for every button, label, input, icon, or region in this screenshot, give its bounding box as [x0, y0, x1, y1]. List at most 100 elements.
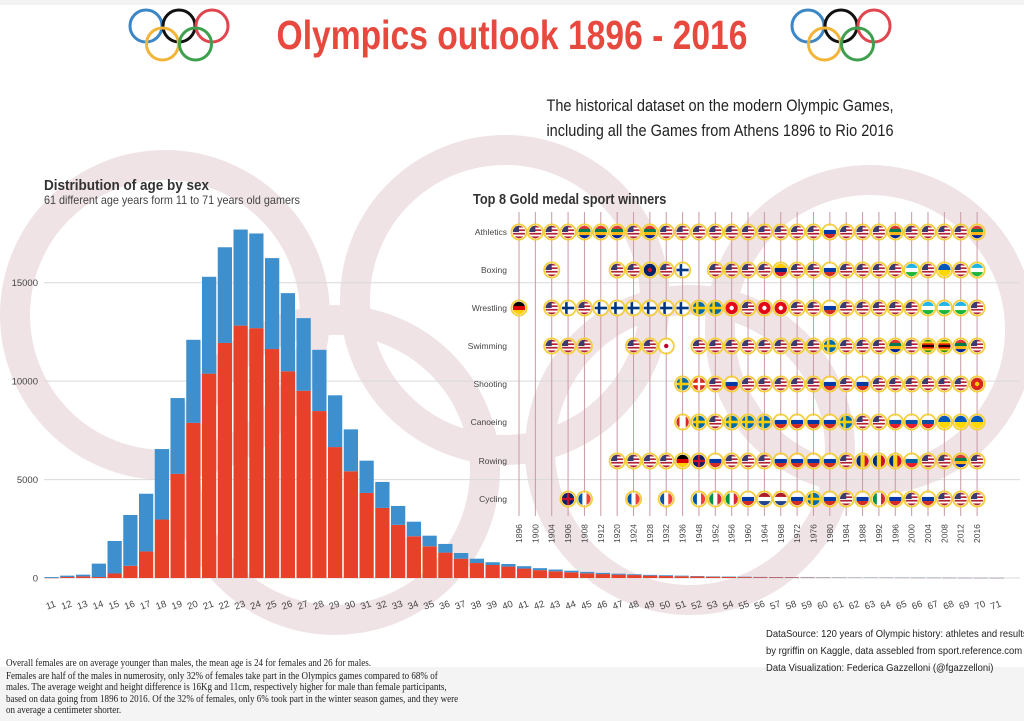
x-tick-label: 13	[76, 599, 90, 613]
bar-segment-red	[485, 565, 500, 578]
x-tick-label: 48	[627, 599, 641, 613]
flag-gbr-icon	[561, 492, 575, 506]
medal-ring	[608, 223, 626, 241]
medal-ring	[837, 490, 855, 508]
medal-ring	[706, 490, 724, 508]
x-tick-label: 66	[910, 599, 924, 613]
bar-segment-blue	[643, 574, 658, 576]
bar-segment-blue	[186, 339, 201, 423]
flag-rus-icon	[823, 492, 837, 506]
x-tick-label: 32	[375, 599, 389, 613]
flag-zim-icon	[938, 339, 951, 353]
year-label: 1908	[579, 524, 589, 543]
bar-segment-red	[548, 571, 563, 578]
flag-usa-icon	[692, 225, 706, 239]
medal-ring	[804, 261, 822, 279]
medal-ring	[608, 299, 626, 317]
flag-rus-icon	[725, 377, 738, 391]
flag-usa-icon	[905, 339, 918, 353]
medal-ring	[821, 261, 839, 279]
bar-segment-blue	[343, 429, 358, 472]
medal-ring	[870, 413, 888, 431]
flag-usa-icon	[692, 339, 706, 353]
x-tick-label: 43	[548, 599, 562, 613]
flag-usa-icon	[807, 377, 820, 391]
flag-rus-icon	[823, 415, 837, 429]
flag-usa-icon	[856, 263, 869, 277]
subtitle-line: The historical dataset on the modern Oly…	[546, 97, 894, 115]
medal-ring	[886, 452, 904, 470]
sport-row-cycling: Cycling	[479, 490, 986, 508]
bar-segment-blue	[658, 575, 673, 577]
flag-uzb-icon	[921, 301, 935, 315]
medal-ring	[804, 490, 822, 508]
x-tick-label: 14	[91, 599, 105, 613]
flag-rus-icon	[807, 454, 820, 468]
top-bar	[0, 0, 1024, 5]
flag-usa-icon	[709, 377, 722, 391]
medal-ring	[592, 299, 610, 317]
flag-usa-icon	[840, 301, 853, 315]
flag-usa-icon	[545, 301, 558, 315]
medal-ring	[903, 261, 921, 279]
year-label: 1992	[874, 524, 884, 543]
medal-ring	[575, 299, 593, 317]
flag-usa-icon	[676, 225, 689, 239]
bar-segment-blue	[422, 535, 437, 547]
flag-svk-icon	[905, 415, 918, 429]
medal-ring	[886, 490, 904, 508]
medal-ring	[625, 452, 643, 470]
flag-swe-icon	[758, 415, 771, 429]
bar-segment-red	[595, 574, 610, 578]
medal-ring	[870, 452, 888, 470]
flag-sui-icon	[692, 377, 706, 391]
flag-usa-icon	[774, 339, 787, 353]
flag-usa-icon	[512, 225, 526, 239]
medal-ring	[788, 490, 806, 508]
x-tick-label: 25	[265, 599, 279, 613]
bar-segment-blue	[611, 573, 626, 575]
sport-label: Rowing	[479, 456, 508, 466]
flag-usa-icon	[709, 263, 722, 277]
flag-usa-icon	[807, 339, 820, 353]
flag-usa-icon	[790, 301, 804, 315]
bar-segment-blue	[438, 543, 453, 553]
bar-segment-blue	[249, 233, 264, 329]
medal-ring	[657, 299, 675, 317]
medal-ring	[674, 223, 692, 241]
bar-segment-blue	[501, 564, 516, 567]
flag-swe-icon	[676, 377, 689, 391]
x-tick-label: 69	[958, 599, 972, 613]
olympic-rings-logo-left	[128, 8, 230, 62]
medal-ring	[674, 375, 692, 393]
flag-rou-icon	[872, 454, 886, 468]
sport-row-swimming: Swimming	[468, 337, 986, 355]
x-tick-label: 50	[658, 599, 672, 613]
bar-segment-red	[359, 492, 374, 578]
year-label: 2012	[956, 524, 966, 543]
bar-segment-red	[76, 576, 91, 578]
flag-usa-icon	[660, 225, 673, 239]
bar-segment-red	[154, 519, 169, 578]
flag-usa-icon	[725, 339, 738, 353]
bar-segment-blue	[60, 575, 75, 578]
flag-swe-icon	[725, 415, 738, 429]
x-tick-label: 64	[879, 599, 893, 613]
bar-segment-red	[123, 565, 138, 578]
flag-ukr-icon	[970, 415, 984, 429]
medal-ring	[690, 337, 708, 355]
x-tick-label: 20	[186, 599, 200, 613]
medal-ring	[657, 261, 675, 279]
bar-segment-blue	[280, 293, 295, 372]
flag-rus-icon	[774, 454, 787, 468]
note-line: Females are half of the males in numeros…	[6, 670, 438, 682]
medal-ring	[641, 299, 659, 317]
flag-usa-icon	[872, 263, 886, 277]
bar-segment-blue	[202, 276, 217, 374]
bar-segment-red	[217, 342, 232, 578]
sport-label: Cycling	[479, 494, 507, 504]
medal-ring	[837, 261, 855, 279]
bar-segment-red	[391, 524, 406, 578]
medal-ring	[772, 413, 790, 431]
bar-segment-red	[139, 551, 154, 578]
